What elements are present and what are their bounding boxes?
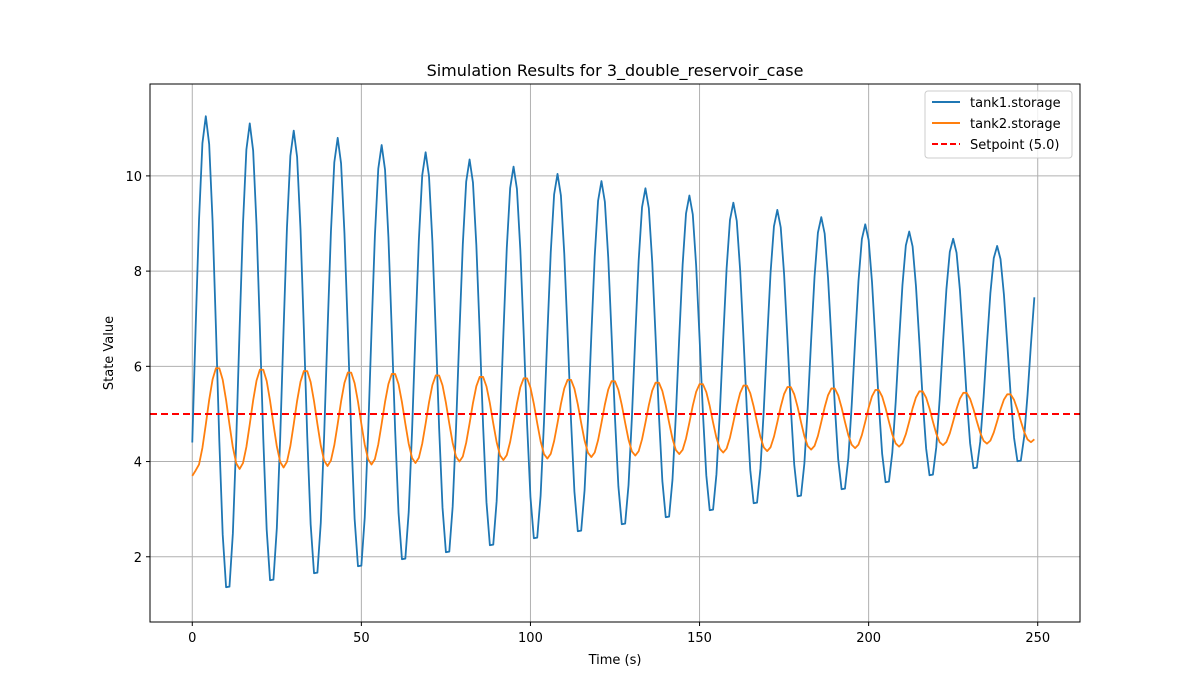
legend-label-tank1: tank1.storage xyxy=(970,96,1061,111)
y-tick-label: 4 xyxy=(134,456,142,471)
ticks: 0 50 100 150 200 250 2 4 6 8 10 xyxy=(125,170,1050,646)
y-tick-label: 8 xyxy=(134,265,142,280)
legend-box xyxy=(924,90,1073,159)
plot-frame xyxy=(149,83,1081,623)
x-tick-label: 50 xyxy=(353,631,370,646)
legend: tank1.storage tank2.storage Setpoint (5.… xyxy=(924,90,1073,159)
x-tick-label: 250 xyxy=(1025,631,1050,646)
x-tick-label: 150 xyxy=(687,631,712,646)
legend-label-setpoint: Setpoint (5.0) xyxy=(970,138,1059,153)
x-axis-label: Time (s) xyxy=(588,653,642,668)
chart-title: Simulation Results for 3_double_reservoi… xyxy=(427,61,804,81)
x-tick-label: 200 xyxy=(856,631,881,646)
y-tick-label: 6 xyxy=(134,360,142,375)
series-line-tank1-storage xyxy=(191,115,1036,589)
y-axis-label: State Value xyxy=(102,316,117,390)
x-tick-label: 0 xyxy=(188,631,196,646)
y-tick-label: 10 xyxy=(125,170,142,185)
series-layer xyxy=(150,115,1080,589)
x-tick-label: 100 xyxy=(518,631,543,646)
y-tick-label: 2 xyxy=(134,551,142,566)
series-line-tank2-storage xyxy=(191,367,1035,477)
legend-label-tank2: tank2.storage xyxy=(970,117,1061,132)
